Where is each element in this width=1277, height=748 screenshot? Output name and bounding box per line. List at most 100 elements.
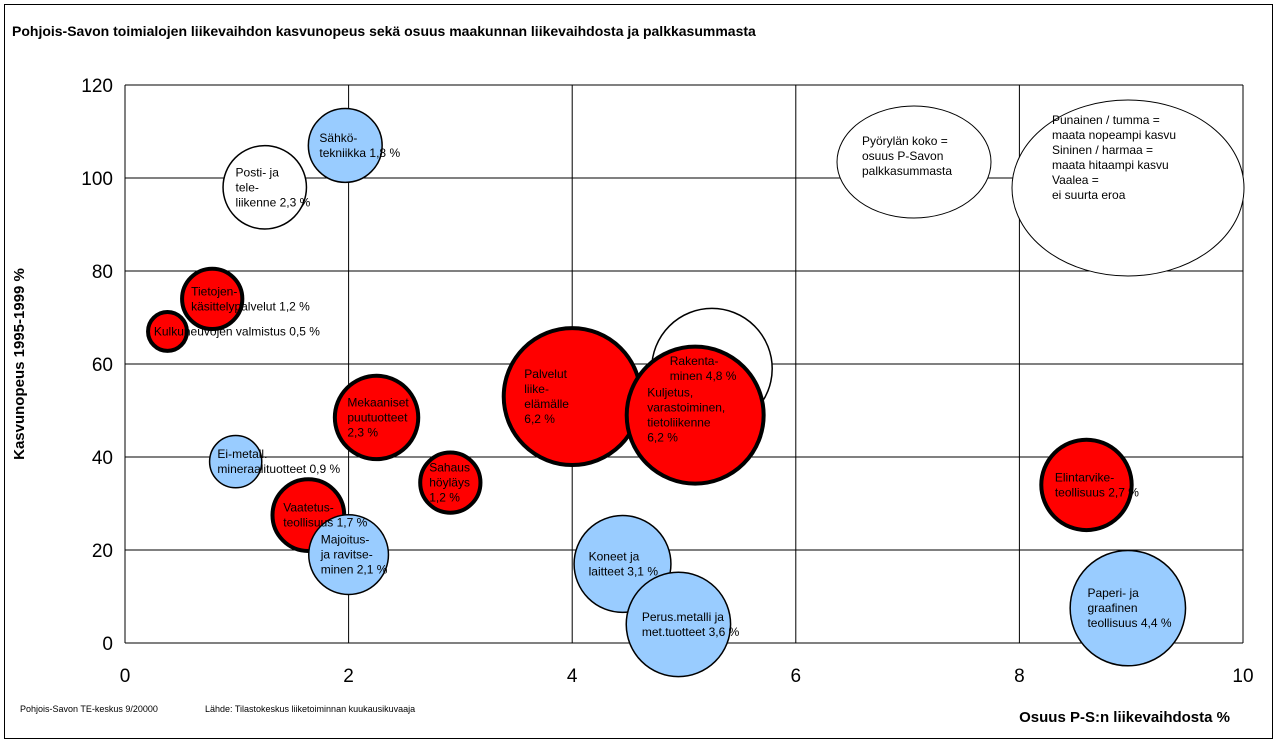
bubble-label: Ei-metall. mineraalituotteet 0,9 % xyxy=(217,447,340,476)
bubble-label: Palvelut liike-elämälle 6,2 % xyxy=(524,367,569,426)
bubble-label: Vaatetus-teollisuus 1,7 % xyxy=(283,501,367,530)
text-line: 6,2 % xyxy=(524,412,555,426)
bubble-label: Kuljetus, varastoiminen, tietoliikenne 6,2 … xyxy=(647,386,725,445)
y-tick-label: 40 xyxy=(92,448,113,469)
text-line: Pyörylän koko = xyxy=(862,134,948,148)
text-line: graafinen xyxy=(1087,601,1137,615)
x-tick-label: 8 xyxy=(1014,666,1025,687)
text-line: minen 4,8 % xyxy=(670,369,737,383)
y-axis-label: Kasvunopeus 1995-1999 % xyxy=(11,268,28,460)
text-line: tietoliikenne xyxy=(647,416,711,430)
y-tick-label: 60 xyxy=(92,355,113,376)
text-line: Paperi- ja xyxy=(1087,586,1139,600)
x-tick-label: 0 xyxy=(120,666,131,687)
text-line: Sahaus xyxy=(429,461,470,475)
bubble-label: Perus.metalli ja met.tuotteet 3,6 % xyxy=(642,610,740,639)
text-line: tele- xyxy=(236,180,259,194)
x-tick-label: 6 xyxy=(791,666,802,687)
annotation: Punainen / tumma = maata nopeampi kasvu Si… xyxy=(1052,113,1176,202)
annotation: Pyörylän koko = osuus P-Savon palkkasummas… xyxy=(862,134,952,178)
bubble-label: Paperi- ja graafinen teollisuus 4,4 % xyxy=(1087,586,1171,630)
text-line: Sininen / harmaa = xyxy=(1052,143,1153,157)
text-line: liikenne 2,3 % xyxy=(236,195,311,209)
text-line: höyläys xyxy=(429,476,470,490)
bubble xyxy=(1069,549,1187,667)
text-line: ei suurta eroa xyxy=(1052,188,1126,202)
text-line: käsittelypalvelut 1,2 % xyxy=(191,299,310,313)
grid: 0 20 40 60 80 100 120 0 2 4 6 8 10 xyxy=(81,76,1253,687)
text-line: teollisuus 4,4 % xyxy=(1087,616,1171,630)
bubble xyxy=(624,344,766,486)
bubble xyxy=(1039,437,1134,533)
text-line: liike- xyxy=(524,382,549,396)
text-line: 6,2 % xyxy=(647,431,678,445)
text-line: 1,2 % xyxy=(429,491,460,505)
bubble xyxy=(307,107,383,184)
footer-source: Lähde: Tilastokeskus liiketoiminnan kuuk… xyxy=(205,704,415,714)
text-line: teollisuus 1,7 % xyxy=(283,516,367,530)
text-line: elämälle xyxy=(524,397,569,411)
bubble-label: Elintarvike-teollisuus 2,7 % xyxy=(1055,470,1139,499)
bubble xyxy=(222,144,308,230)
text-line: Vaalea = xyxy=(1052,173,1099,187)
bubble-label: Mekaaniset puutuotteet 2,3 % xyxy=(347,395,409,439)
text-line: Rakenta- xyxy=(670,354,719,368)
text-line: mineraalituotteet 0,9 % xyxy=(217,462,340,476)
bubble-label: Rakenta-minen 4,8 % xyxy=(670,354,737,383)
x-axis-label: Osuus P-S:n liikevaihdosta % xyxy=(1019,709,1230,726)
text-line: ja ravitse- xyxy=(320,548,373,562)
bubble xyxy=(307,514,390,596)
text-line: Vaatetus- xyxy=(283,501,333,515)
text-line: maata nopeampi kasvu xyxy=(1052,128,1176,142)
text-line: tekniikka 1,8 % xyxy=(319,146,400,160)
y-tick-label: 100 xyxy=(81,169,113,190)
bubble-label: Sahaus höyläys 1,2 % xyxy=(429,461,470,505)
annotation-ellipse xyxy=(1011,99,1245,277)
bubble-label: Sähkö-tekniikka 1,8 % xyxy=(319,131,400,160)
text-line: Ei-metall. xyxy=(217,447,267,461)
bubble-label: Majoitus-ja ravitse-minen 2,1 % xyxy=(320,533,388,577)
footer-left: Pohjois-Savon TE-keskus 9/20000 xyxy=(20,704,158,714)
annotations: Pyörylän koko = osuus P-Savon palkkasummas… xyxy=(836,99,1245,277)
text-line: maata hitaampi kasvu xyxy=(1052,158,1169,172)
text-line: varastoiminen, xyxy=(647,401,725,415)
bubble-label: Tietojen-käsittelypalvelut 1,2 % xyxy=(191,284,310,313)
text-line: Majoitus- xyxy=(321,533,370,547)
text-line: laitteet 3,1 % xyxy=(589,564,659,578)
bubbles: Sähkö-tekniikka 1,8 % Posti- ja tele-liike… xyxy=(146,107,1187,678)
x-tick-label: 4 xyxy=(567,666,578,687)
y-tick-label: 0 xyxy=(102,634,113,655)
bubble xyxy=(418,450,483,515)
text-line: Posti- ja xyxy=(236,165,280,179)
bubble xyxy=(332,373,421,462)
bubble-label: Kulkuneuvojen valmistus 0,5 % xyxy=(154,324,320,338)
bubble xyxy=(625,571,732,678)
y-tick-label: 80 xyxy=(92,262,113,283)
bubble xyxy=(180,266,245,332)
chart-title: Pohjois-Savon toimialojen liikevaihdon k… xyxy=(12,23,756,39)
text-line: met.tuotteet 3,6 % xyxy=(642,625,740,639)
text-line: Punainen / tumma = xyxy=(1052,113,1160,127)
text-line: Koneet ja xyxy=(589,549,640,563)
x-tick-label: 2 xyxy=(343,666,354,687)
text-line: Sähkö- xyxy=(319,131,357,145)
bubble-label: Posti- ja tele-liikenne 2,3 % xyxy=(236,165,311,209)
text-line: 2,3 % xyxy=(347,425,378,439)
y-tick-label: 20 xyxy=(92,541,113,562)
bubble xyxy=(146,310,189,353)
text-line: palkkasummasta xyxy=(862,164,952,178)
text-line: teollisuus 2,7 % xyxy=(1055,485,1139,499)
bubble xyxy=(208,434,263,489)
text-line: Elintarvike- xyxy=(1055,470,1114,484)
x-tick-label: 10 xyxy=(1232,666,1253,687)
text-line: Mekaaniset xyxy=(347,395,409,409)
text-line: minen 2,1 % xyxy=(321,563,388,577)
text-line: puutuotteet xyxy=(347,410,408,424)
text-line: Perus.metalli ja xyxy=(642,610,724,624)
bubble-label: Koneet ja laitteet 3,1 % xyxy=(589,549,659,578)
text-line: Kuljetus, xyxy=(647,386,693,400)
text-line: Tietojen- xyxy=(191,284,237,298)
text-line: osuus P-Savon xyxy=(862,149,943,163)
annotation-ellipse xyxy=(836,105,992,219)
y-tick-label: 120 xyxy=(81,76,113,97)
